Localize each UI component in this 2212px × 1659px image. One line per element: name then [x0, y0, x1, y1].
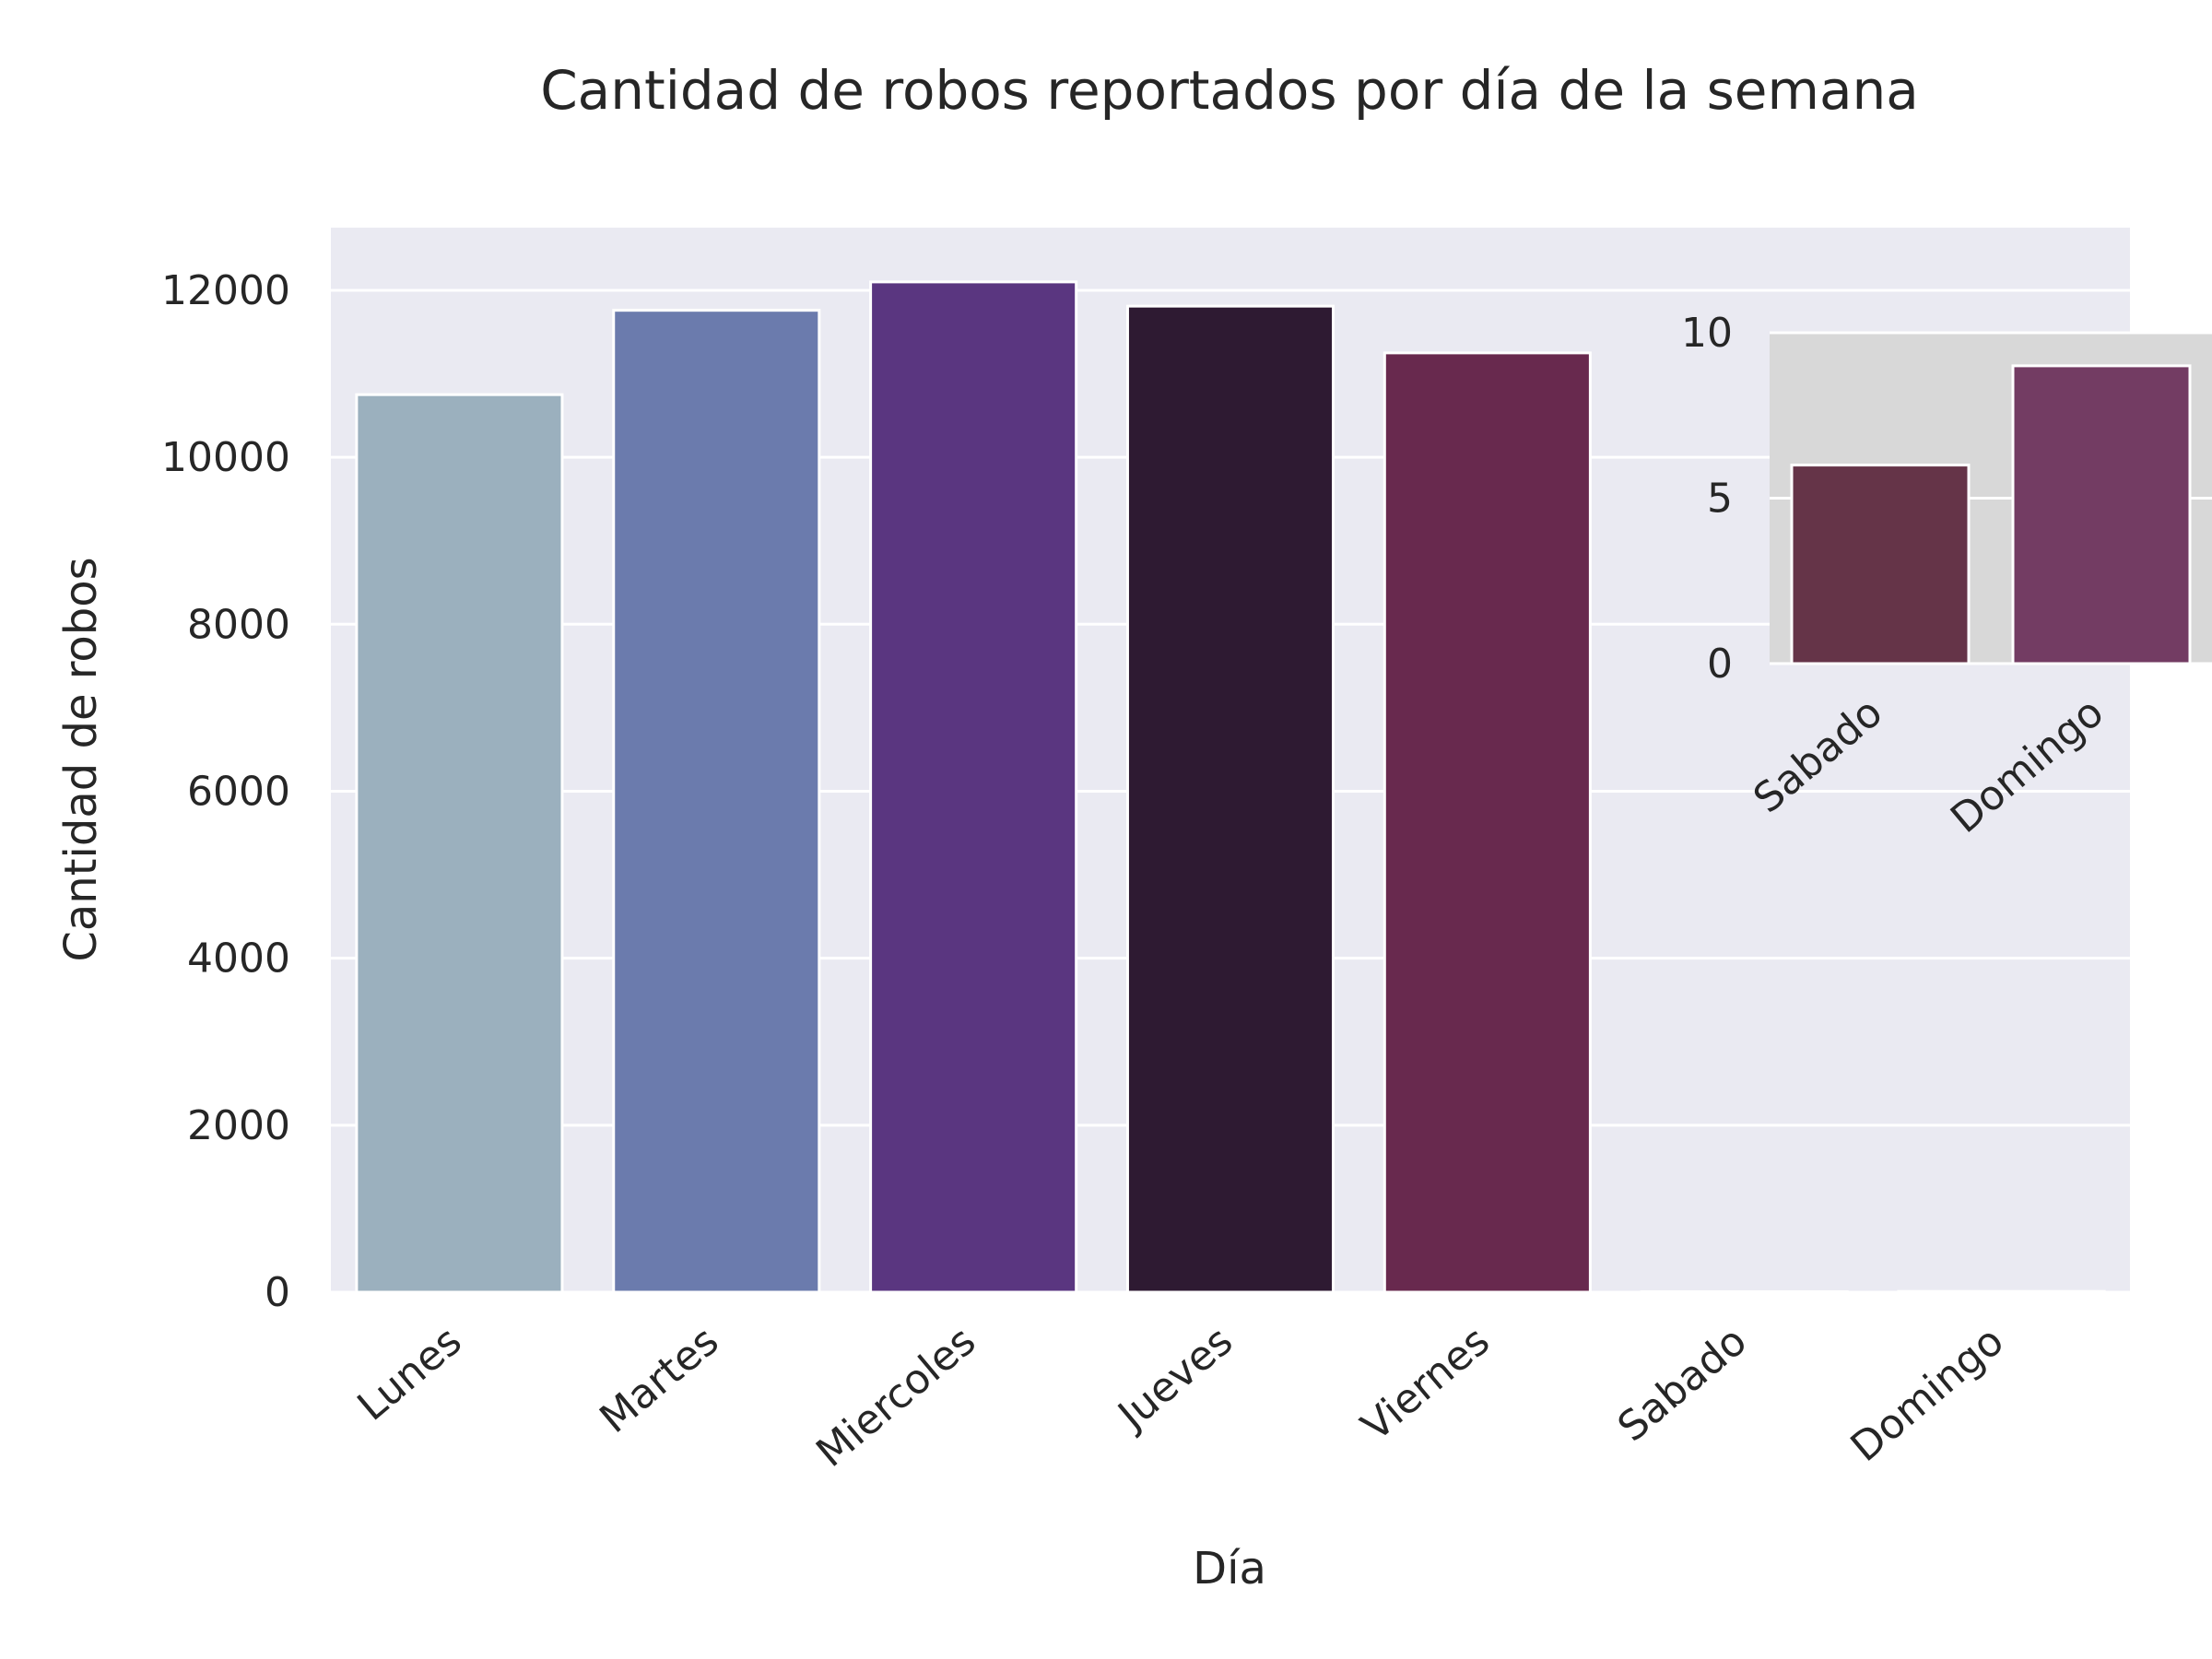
bar-sabado [1640, 1289, 1849, 1294]
y-tick-labels: 0 2000 4000 6000 8000 10000 12000 [161, 267, 290, 1316]
x-tick-label: Sabado [1609, 1317, 1756, 1451]
x-tick-label: Viernes [1353, 1317, 1499, 1450]
bar-lunes [355, 393, 564, 1294]
bar-martes [612, 309, 821, 1294]
y-tick-label: 8000 [187, 601, 290, 648]
y-axis-label: Cantidad de robos [55, 557, 107, 961]
bar-miercoles [869, 280, 1078, 1294]
inset-y-tick-label: 10 [1681, 310, 1733, 357]
inset-y-tick-label: 5 [1707, 476, 1733, 523]
inset-y-tick-label: 0 [1707, 641, 1733, 688]
y-tick-label: 6000 [187, 768, 290, 815]
bar-domingo [1897, 1289, 2106, 1294]
inset-y-tick-labels: 0 5 10 [1681, 310, 1733, 688]
inset-bars [1790, 364, 2192, 665]
bar-viernes [1382, 351, 1592, 1294]
y-tick-label: 10000 [161, 434, 290, 481]
y-tick-label: 0 [265, 1269, 290, 1316]
x-axis-label: Día [1193, 1543, 1266, 1594]
x-tick-label: Jueves [1108, 1317, 1241, 1441]
x-tick-labels: Lunes Martes Miercoles Jueves Viernes Sabado D… [349, 1317, 2013, 1477]
bar-jueves [1125, 304, 1335, 1294]
x-tick-label: Miercoles [807, 1317, 984, 1477]
x-tick-label: Lunes [349, 1317, 471, 1430]
y-tick-label: 2000 [187, 1102, 290, 1149]
x-tick-label: Martes [591, 1317, 727, 1442]
y-tick-label: 4000 [187, 935, 290, 982]
inset-bar-domingo [2011, 364, 2192, 665]
x-tick-label: Domingo [1842, 1317, 2013, 1471]
inset-bar-sabado [1790, 464, 1971, 665]
y-tick-label: 12000 [161, 267, 290, 314]
bars [355, 280, 2106, 1294]
chart-title: Cantidad de robos reportados por día de … [540, 59, 1919, 122]
